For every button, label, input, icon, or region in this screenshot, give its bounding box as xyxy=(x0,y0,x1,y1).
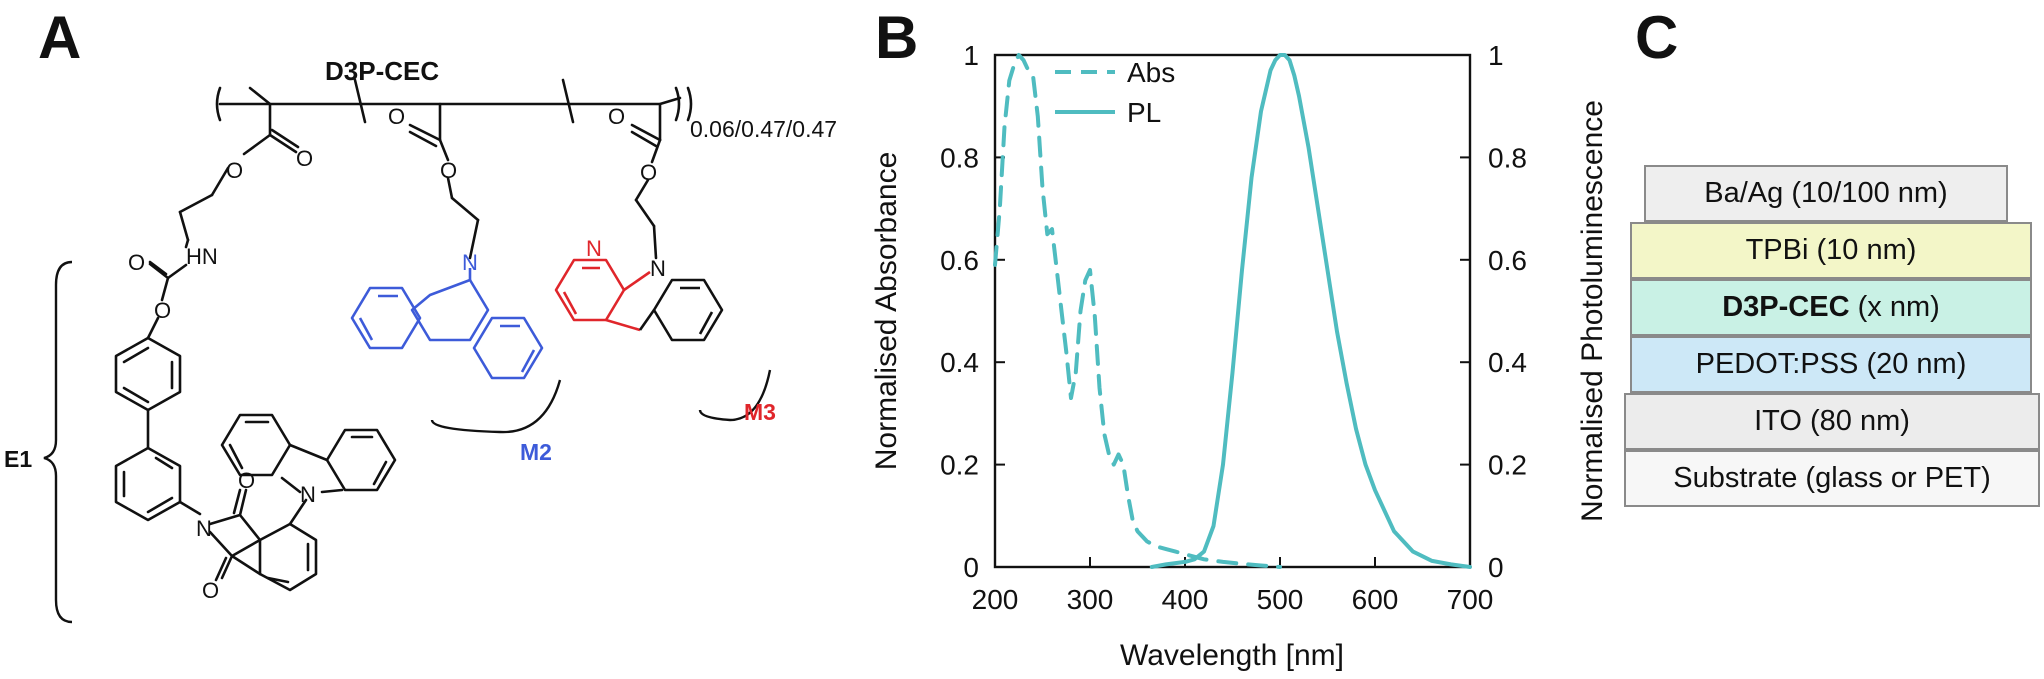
layer-label: (x nm) xyxy=(1849,291,1940,323)
atom-o: O xyxy=(608,104,625,129)
atom-hn: HN xyxy=(186,244,218,269)
legend-label-pl: PL xyxy=(1127,97,1161,128)
m3-azacarbazole xyxy=(554,258,651,332)
panel-label-a: A xyxy=(38,4,82,71)
m2-carbazole xyxy=(350,268,544,380)
polymer-backbone xyxy=(114,78,693,592)
x-axis-label: Wavelength [nm] xyxy=(1120,639,1344,672)
atom-n: N xyxy=(462,250,478,275)
device-layer: ITO (80 nm) xyxy=(1624,393,2040,450)
layer-label: PEDOT:PSS (20 nm) xyxy=(1695,348,1967,380)
series-line-abs xyxy=(993,53,1282,569)
y-tick-label-right: 0.4 xyxy=(1488,347,1527,378)
atom-n: N xyxy=(300,482,316,507)
series-line-pl xyxy=(1149,53,1472,569)
panel-label-b: B xyxy=(875,4,919,71)
atom-n: N xyxy=(586,236,602,261)
atom-o: O xyxy=(154,298,171,323)
device-layer: Ba/Ag (10/100 nm) xyxy=(1644,165,2008,222)
y-tick-label-right: 0.2 xyxy=(1488,450,1527,481)
device-layer: Substrate (glass or PET) xyxy=(1624,450,2040,507)
braces xyxy=(43,260,772,624)
y-axis-label-left: Normalised Absorbance xyxy=(870,152,903,471)
x-tick-label: 400 xyxy=(1162,584,1209,615)
atom-o: O xyxy=(202,578,219,603)
layer-label: Substrate (glass or PET) xyxy=(1673,462,1991,494)
x-tick-label: 600 xyxy=(1352,584,1399,615)
device-layer: PEDOT:PSS (20 nm) xyxy=(1630,336,2032,393)
layer-label: TPBi (10 nm) xyxy=(1745,234,1917,266)
y-tick-label-right: 1 xyxy=(1488,40,1504,71)
m2-label: M2 xyxy=(520,439,552,465)
atom-o: O xyxy=(440,158,457,183)
y-tick-label-right: 0 xyxy=(1488,552,1504,583)
atom-o: O xyxy=(296,146,313,171)
layer-label: ITO (80 nm) xyxy=(1754,405,1910,437)
atom-o: O xyxy=(226,158,243,183)
atom-n: N xyxy=(196,516,212,541)
layer-label-bold: D3P-CEC xyxy=(1722,291,1850,323)
y-axis-label-right: Normalised Photoluminescence xyxy=(1576,100,1609,522)
device-layer: TPBi (10 nm) xyxy=(1630,222,2032,279)
m3-benzo-ring xyxy=(638,278,724,342)
x-tick-label: 500 xyxy=(1257,584,1304,615)
m3-label: M3 xyxy=(744,399,776,425)
atom-o: O xyxy=(128,250,145,275)
layer-label: Ba/Ag (10/100 nm) xyxy=(1704,177,1948,209)
x-tick-label: 200 xyxy=(972,584,1019,615)
legend-label-abs: Abs xyxy=(1127,57,1175,88)
y-tick-label-right: 0.6 xyxy=(1488,245,1527,276)
y-tick-label-left: 0.6 xyxy=(940,245,979,276)
atom-o: O xyxy=(388,104,405,129)
atom-o: O xyxy=(238,468,255,493)
y-tick-label-left: 1 xyxy=(963,40,979,71)
y-tick-label-left: 0 xyxy=(963,552,979,583)
plot-frame xyxy=(993,53,1472,569)
device-stack: Ba/Ag (10/100 nm) TPBi (10 nm) D3P-CEC (x … xyxy=(1614,165,2044,515)
x-tick-label: 700 xyxy=(1447,584,1494,615)
x-tick-label: 300 xyxy=(1067,584,1114,615)
atom-n: N xyxy=(650,256,666,281)
atom-o: O xyxy=(640,160,657,185)
y-tick-label-left: 0.4 xyxy=(940,347,979,378)
y-tick-label-right: 0.8 xyxy=(1488,142,1527,173)
chemical-structure: D3P-CEC 0.06/0.47/0.47 E1 M2 M3 O O HN O… xyxy=(4,56,837,624)
device-layer: D3P-CEC (x nm) xyxy=(1630,279,2032,336)
polymer-name: D3P-CEC xyxy=(325,56,439,86)
panel-label-c: C xyxy=(1635,4,1679,71)
y-tick-label-left: 0.2 xyxy=(940,450,979,481)
e1-label: E1 xyxy=(4,446,32,472)
y-tick-label-left: 0.8 xyxy=(940,142,979,173)
ratio-label: 0.06/0.47/0.47 xyxy=(690,116,837,142)
